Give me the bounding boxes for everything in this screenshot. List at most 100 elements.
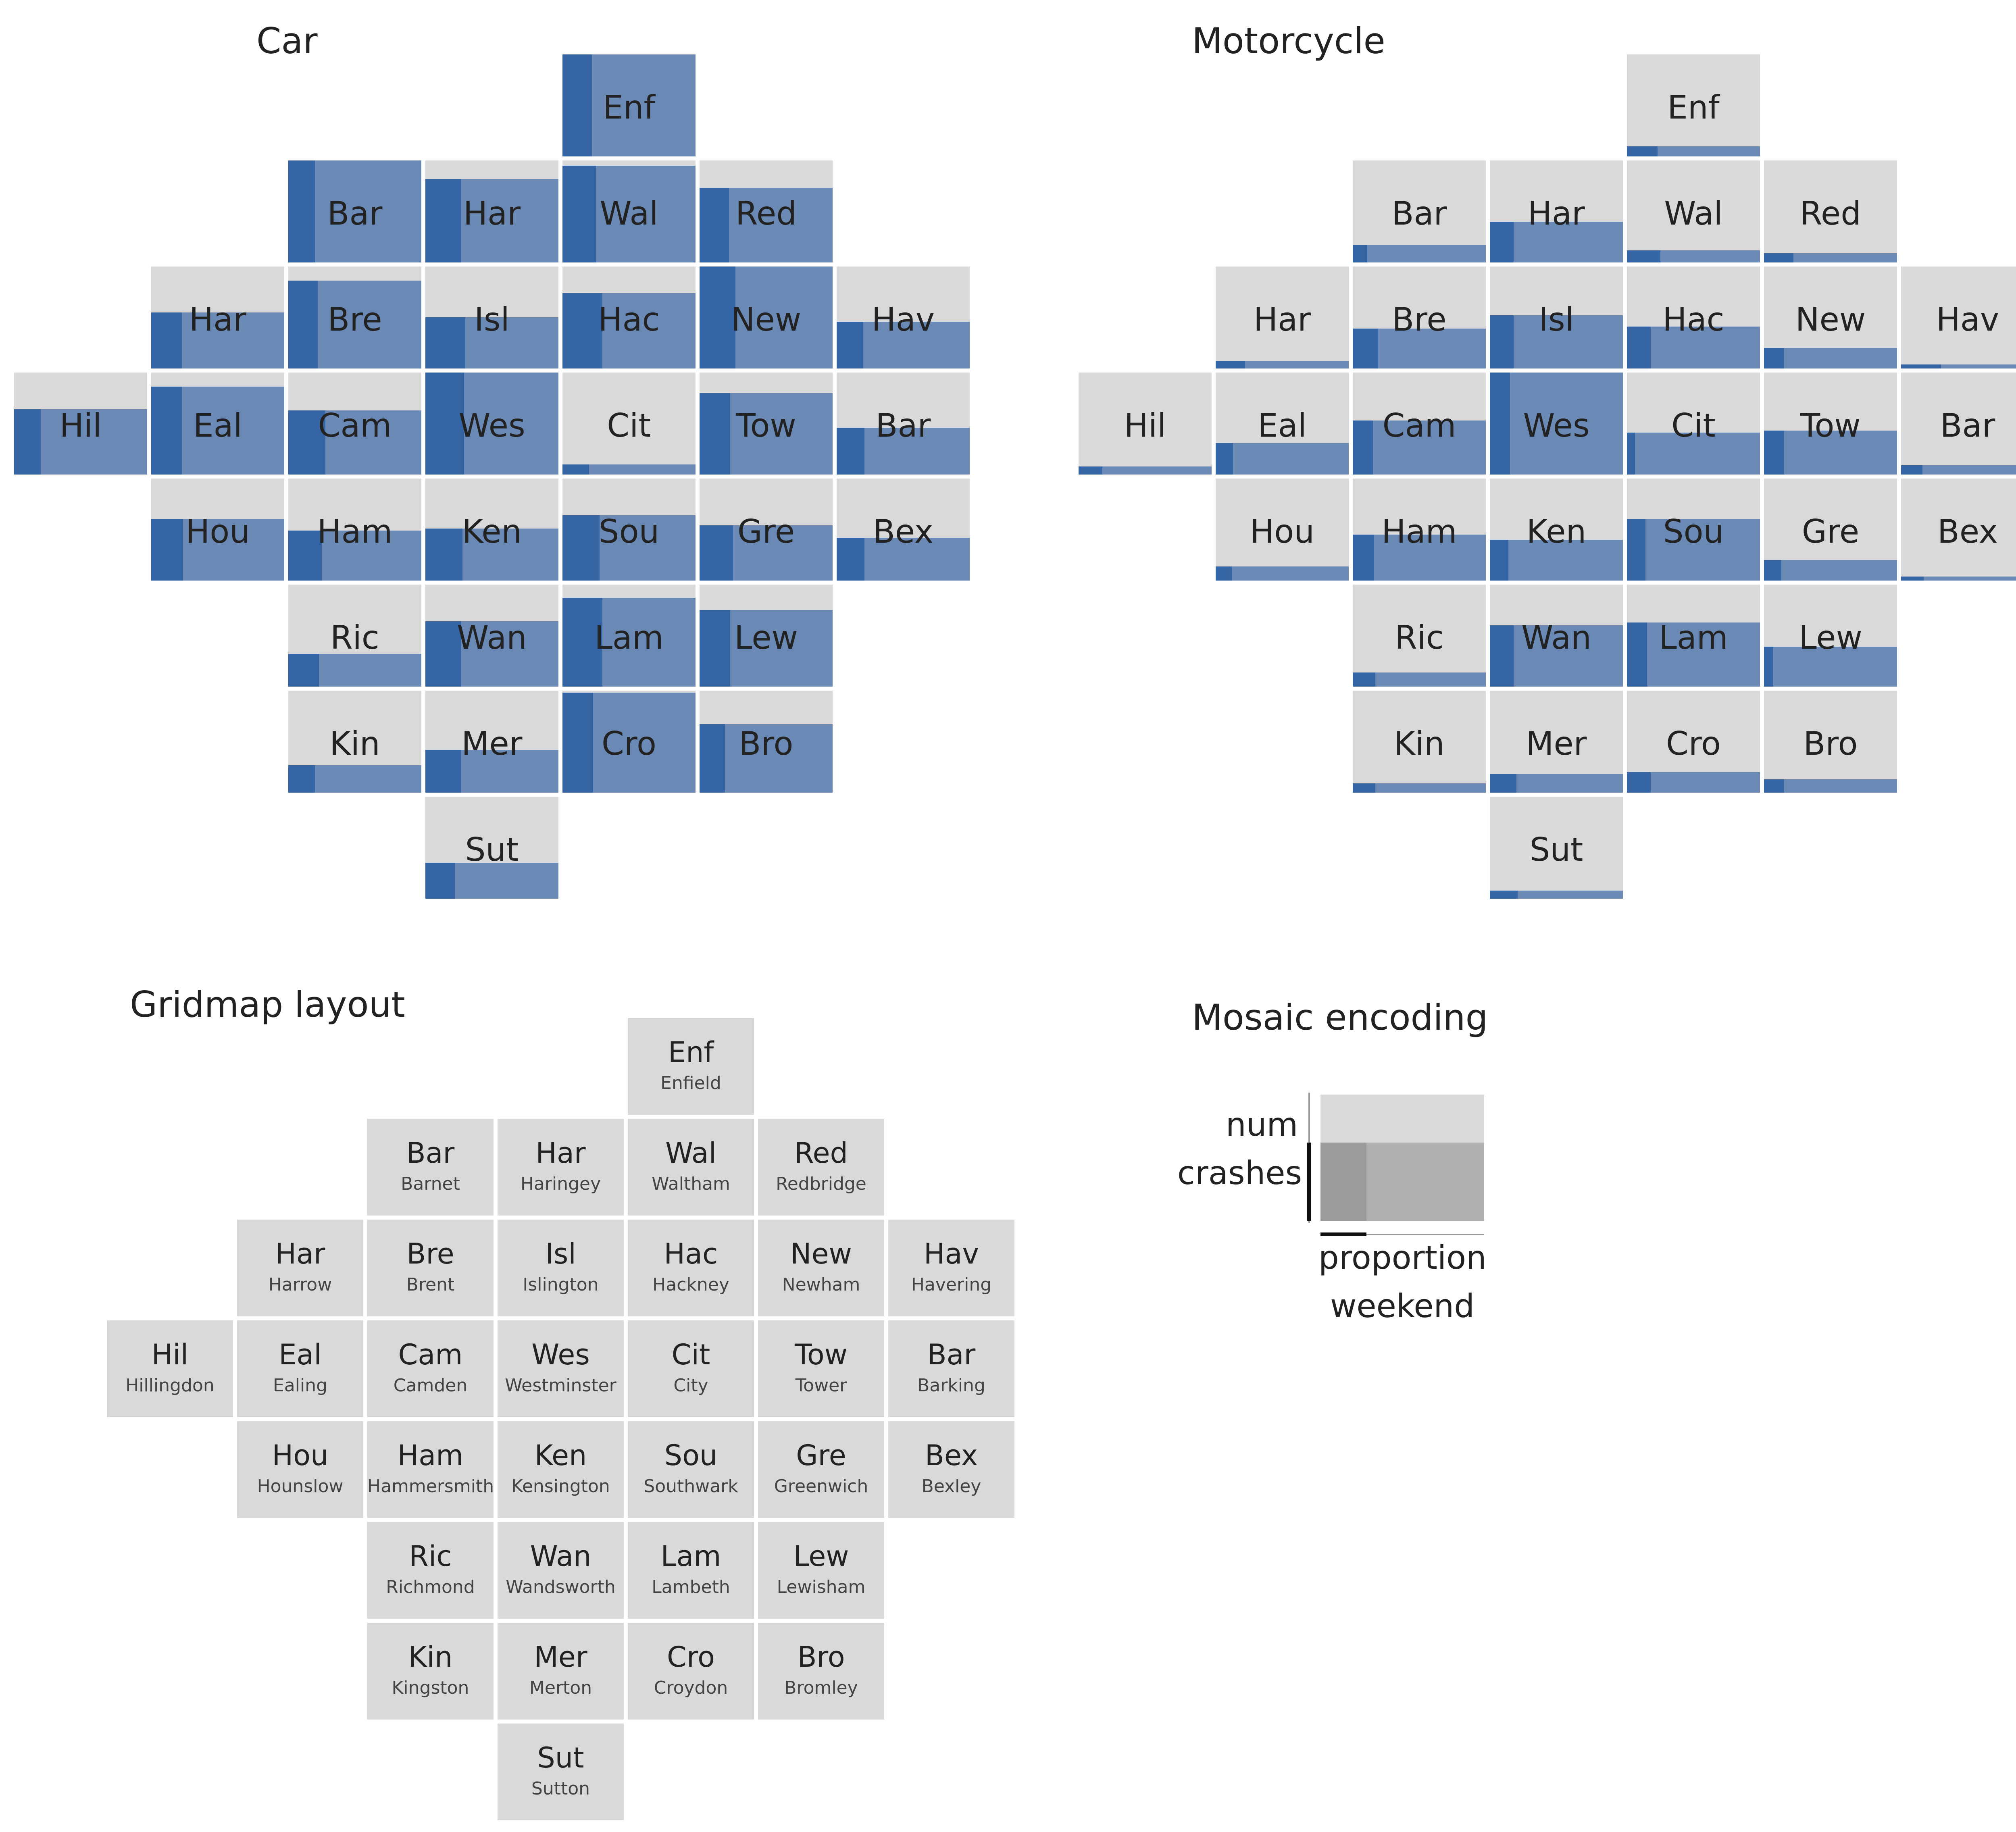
layout-tile-abbr: Hav — [924, 1237, 979, 1270]
layout-tile-abbr: Hac — [664, 1237, 718, 1270]
motorcycle-tile-label: Cam — [1382, 407, 1456, 444]
car-tile-new: New — [698, 264, 835, 371]
car-weekend-bar — [425, 863, 455, 899]
motorcycle-tile-label: Wal — [1664, 195, 1723, 232]
motorcycle-tile-label: Ric — [1395, 619, 1444, 656]
motorcycle-weekend-bar — [1764, 253, 1793, 262]
motorcycle-tile-enf: Enf — [1625, 52, 1762, 158]
motorcycle-tile-new: New — [1762, 264, 1899, 371]
layout-tile-newham: New Newham — [756, 1218, 886, 1318]
motorcycle-tile-cam: Cam — [1351, 371, 1488, 477]
motorcycle-tile-lam: Lam — [1625, 583, 1762, 689]
layout-tile-city: Cit City — [626, 1318, 756, 1419]
layout-tile-abbr: Mer — [534, 1640, 587, 1674]
layout-tile-name: Tower — [795, 1375, 847, 1396]
layout-tile-bexley: Bex Bexley — [886, 1419, 1016, 1520]
motorcycle-crashes-bar — [1353, 783, 1486, 793]
motorcycle-tile-wal: Wal — [1625, 158, 1762, 264]
motorcycle-weekend-bar — [1627, 250, 1660, 262]
layout-tile-name: Bexley — [921, 1476, 981, 1497]
layout-tile-name: Barking — [917, 1375, 985, 1396]
car-tile-label: Tow — [736, 407, 796, 444]
car-tile-label: Red — [735, 195, 797, 232]
motorcycle-weekend-bar — [1490, 373, 1510, 475]
motorcycle-crashes-bar — [1627, 519, 1760, 581]
car-weekend-bar — [425, 529, 462, 581]
car-weekend-bar — [425, 621, 461, 687]
motorcycle-crashes-bar — [1627, 433, 1760, 475]
mosaic-encoding-legend: Mosaic encoding num crashes proportion w… — [1177, 992, 1548, 1355]
motorcycle-tile-gre: Gre — [1762, 477, 1899, 583]
car-weekend-bar — [562, 54, 592, 156]
layout-tile-name: Sutton — [531, 1778, 590, 1799]
motorcycle-tile-label: Har — [1253, 301, 1311, 338]
car-weekend-bar — [288, 654, 319, 687]
car-tile-ken: Ken — [423, 477, 560, 583]
layout-tile-name: Lambeth — [652, 1577, 730, 1597]
layout-tile-abbr: Cam — [398, 1338, 463, 1371]
car-tile-bex: Bex — [835, 477, 972, 583]
car-weekend-bar — [700, 266, 735, 368]
layout-tile-abbr: Wes — [531, 1338, 590, 1371]
layout-panel-title: Gridmap layout — [130, 984, 405, 1025]
car-tile-label: Wes — [458, 407, 525, 444]
motorcycle-weekend-bar — [1764, 560, 1781, 581]
layout-tile-waltham: Wal Waltham — [626, 1117, 756, 1218]
layout-tile-abbr: Bar — [406, 1137, 455, 1170]
layout-tile-ealing: Eal Ealing — [235, 1318, 365, 1419]
car-weekend-bar — [288, 160, 315, 262]
layout-tile-haringey: Har Haringey — [496, 1117, 626, 1218]
car-weekend-bar — [700, 525, 733, 581]
layout-tile-name: Richmond — [386, 1577, 475, 1597]
layout-tile-islington: Isl Islington — [496, 1218, 626, 1318]
layout-tile-name: Greenwich — [774, 1476, 868, 1497]
motorcycle-weekend-bar — [1490, 891, 1518, 899]
layout-tile-name: Southwark — [644, 1476, 738, 1497]
layout-tile-harrow: Har Harrow — [235, 1218, 365, 1318]
motorcycle-weekend-bar — [1901, 465, 1922, 475]
car-tile-wes: Wes — [423, 371, 560, 477]
layout-tile-name: Ealing — [273, 1375, 328, 1396]
motorcycle-crashes-bar — [1216, 361, 1349, 368]
car-tile-red: Red — [698, 158, 835, 264]
motorcycle-crashes-bar — [1490, 891, 1623, 899]
layout-tile-greenwich: Gre Greenwich — [756, 1419, 886, 1520]
car-weekend-bar — [151, 519, 183, 581]
layout-tile-westminster: Wes Westminster — [496, 1318, 626, 1419]
motorcycle-tile-label: Eal — [1258, 407, 1307, 444]
layout-tile-kingston: Kin Kingston — [365, 1621, 496, 1722]
motorcycle-weekend-bar — [1353, 421, 1373, 475]
legend-y-axis-value-mark — [1307, 1143, 1311, 1221]
layout-tile-name: Barnet — [401, 1174, 460, 1194]
motorcycle-weekend-bar — [1627, 433, 1635, 475]
layout-tile-abbr: Bex — [925, 1439, 978, 1472]
layout-tile-camden: Cam Camden — [365, 1318, 496, 1419]
car-weekend-bar — [151, 312, 182, 368]
car-tile-label: Sou — [598, 513, 660, 550]
car-weekend-bar — [425, 750, 461, 793]
motorcycle-tile-label: Gre — [1801, 513, 1860, 550]
layout-tile-abbr: Ham — [397, 1439, 464, 1472]
motorcycle-tile-label: Bar — [1940, 407, 1995, 444]
car-gridmap-panel: Car Enf Bar Har Wal Red Har Bre Isl Hac New Hav Hil… — [12, 23, 972, 901]
layout-tile-abbr: Ric — [409, 1540, 452, 1573]
car-weekend-bar — [700, 724, 725, 793]
layout-tile-merton: Mer Merton — [496, 1621, 626, 1722]
motorcycle-tile-label: Isl — [1539, 301, 1574, 338]
layout-tile-abbr: New — [790, 1237, 852, 1270]
layout-tile-hackney: Hac Hackney — [626, 1218, 756, 1318]
car-tile-lew: Lew — [698, 583, 835, 689]
legend-y-label-line2: crashes — [1177, 1154, 1302, 1192]
motorcycle-tile-ken: Ken — [1488, 477, 1625, 583]
layout-tile-croydon: Cro Croydon — [626, 1621, 756, 1722]
layout-tile-sutton: Sut Sutton — [496, 1722, 626, 1822]
layout-tile-abbr: Red — [794, 1137, 848, 1170]
car-tile-gre: Gre — [698, 477, 835, 583]
car-tile-hou: Hou — [149, 477, 286, 583]
layout-tile-abbr: Wan — [530, 1540, 591, 1573]
layout-tile-abbr: Bro — [797, 1640, 845, 1674]
motorcycle-tile-label: Cit — [1671, 407, 1716, 444]
motorcycle-tile-label: Hil — [1124, 407, 1166, 444]
car-tile-label: Har — [189, 301, 247, 338]
motorcycle-tile-hac: Hac — [1625, 264, 1762, 371]
